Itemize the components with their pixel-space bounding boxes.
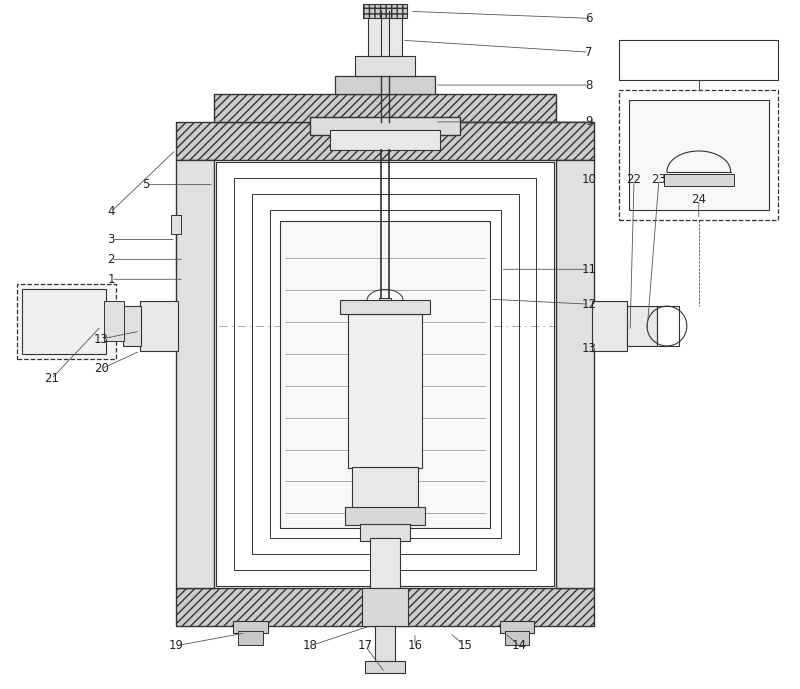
Bar <box>140 301 178 351</box>
Bar <box>234 178 537 570</box>
Text: 21: 21 <box>44 372 59 385</box>
Text: 11: 11 <box>582 263 597 276</box>
Bar <box>499 621 534 633</box>
Text: 13: 13 <box>94 333 109 345</box>
Bar <box>629 100 769 209</box>
Bar <box>22 289 106 354</box>
Bar <box>360 524 410 541</box>
Bar <box>365 661 405 672</box>
Bar <box>281 221 490 528</box>
Bar <box>176 122 594 160</box>
Bar <box>592 301 627 351</box>
Text: 19: 19 <box>169 639 183 652</box>
Text: 1: 1 <box>107 273 115 286</box>
Bar <box>104 301 124 341</box>
Bar <box>352 466 418 508</box>
Text: 8: 8 <box>586 79 593 92</box>
Text: 18: 18 <box>303 639 318 652</box>
Text: 4: 4 <box>107 205 115 218</box>
Text: 7: 7 <box>586 45 593 59</box>
Text: 2: 2 <box>107 253 115 266</box>
Bar <box>348 314 422 469</box>
Text: 23: 23 <box>651 173 666 186</box>
Text: 3: 3 <box>107 233 115 246</box>
Bar <box>346 507 425 525</box>
Bar <box>252 194 518 554</box>
Text: 22: 22 <box>626 173 642 186</box>
Text: 5: 5 <box>142 178 150 191</box>
Text: 16: 16 <box>407 639 422 652</box>
Bar <box>330 130 440 150</box>
Bar <box>310 117 460 135</box>
Text: 12: 12 <box>582 298 597 311</box>
Bar <box>619 90 778 220</box>
Bar <box>335 76 435 94</box>
Bar <box>505 631 530 645</box>
Bar <box>355 56 415 76</box>
Bar <box>270 209 501 538</box>
Bar <box>171 214 181 234</box>
Bar <box>176 588 594 626</box>
Bar <box>176 160 214 588</box>
Bar <box>362 588 408 626</box>
Bar <box>556 160 594 588</box>
Bar <box>370 538 400 588</box>
Bar <box>375 626 395 664</box>
Bar <box>619 40 778 80</box>
Text: 9: 9 <box>586 115 593 128</box>
Bar <box>123 306 141 346</box>
Text: 20: 20 <box>94 362 109 376</box>
Bar <box>379 298 391 306</box>
Bar <box>340 300 430 314</box>
Text: 24: 24 <box>691 193 706 206</box>
Bar <box>664 174 734 185</box>
Text: 6: 6 <box>586 12 593 25</box>
Bar <box>233 621 267 633</box>
Bar <box>627 306 657 346</box>
Bar <box>368 11 402 56</box>
Text: 17: 17 <box>358 639 373 652</box>
Text: 10: 10 <box>582 173 597 186</box>
Text: 13: 13 <box>582 342 597 356</box>
Bar <box>214 94 556 122</box>
Text: 15: 15 <box>458 639 472 652</box>
Bar <box>657 306 679 346</box>
Bar <box>17 285 116 359</box>
Text: 14: 14 <box>512 639 527 652</box>
Bar <box>363 4 407 19</box>
Bar <box>216 162 554 586</box>
Bar <box>238 631 262 645</box>
